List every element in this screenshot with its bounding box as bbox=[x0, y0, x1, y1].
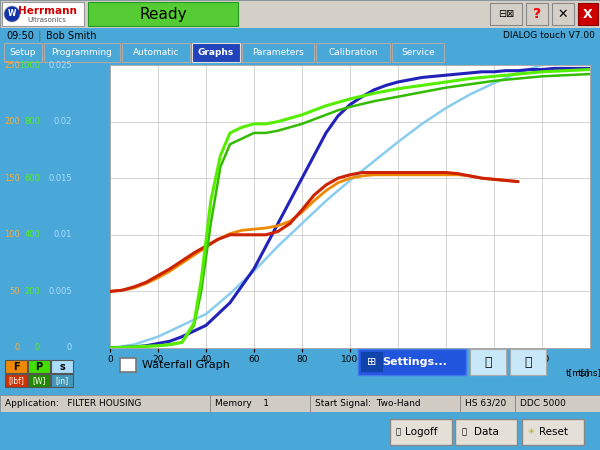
Text: ✕: ✕ bbox=[558, 8, 568, 21]
Text: [lbf]: [lbf] bbox=[8, 376, 24, 385]
Text: 200: 200 bbox=[24, 287, 40, 296]
Text: Data: Data bbox=[473, 427, 499, 437]
Text: 0: 0 bbox=[35, 343, 40, 352]
Text: Waterfall Graph: Waterfall Graph bbox=[142, 360, 230, 370]
Text: Parameters: Parameters bbox=[252, 48, 304, 57]
Text: Herrmann: Herrmann bbox=[17, 6, 76, 16]
Bar bbox=[490, 3, 522, 25]
Bar bbox=[5, 374, 27, 387]
Text: HS 63/20: HS 63/20 bbox=[465, 399, 506, 408]
Text: Service: Service bbox=[401, 48, 435, 57]
Bar bbox=[316, 43, 390, 62]
Text: 0.005: 0.005 bbox=[49, 287, 72, 296]
Text: DDC 5000: DDC 5000 bbox=[520, 399, 566, 408]
Text: 100: 100 bbox=[4, 230, 20, 239]
Text: 09:50: 09:50 bbox=[6, 31, 34, 41]
Bar bbox=[0, 28, 600, 43]
Text: 800: 800 bbox=[24, 117, 40, 126]
Text: 0.02: 0.02 bbox=[53, 117, 72, 126]
Text: Ready: Ready bbox=[139, 6, 187, 22]
Text: 📄: 📄 bbox=[462, 428, 467, 436]
Bar bbox=[522, 419, 584, 445]
Bar bbox=[390, 419, 452, 445]
Text: 📷: 📷 bbox=[484, 356, 492, 369]
Text: Automatic: Automatic bbox=[133, 48, 179, 57]
Text: [in]: [in] bbox=[55, 376, 68, 385]
Text: Graphs: Graphs bbox=[198, 48, 234, 57]
Bar bbox=[44, 43, 120, 62]
Text: 0.01: 0.01 bbox=[53, 230, 72, 239]
Text: 150: 150 bbox=[4, 174, 20, 183]
Text: 0: 0 bbox=[67, 343, 72, 352]
Text: |: | bbox=[38, 31, 41, 41]
Text: 0.025: 0.025 bbox=[49, 60, 72, 69]
Bar bbox=[455, 419, 517, 445]
Text: ✳: ✳ bbox=[527, 428, 534, 436]
Text: Programming: Programming bbox=[52, 48, 112, 57]
Text: Memory    1: Memory 1 bbox=[215, 399, 269, 408]
Text: F: F bbox=[13, 361, 19, 372]
Bar bbox=[122, 43, 190, 62]
Text: Start Signal:  Two-Hand: Start Signal: Two-Hand bbox=[315, 399, 421, 408]
Bar bbox=[526, 3, 548, 25]
Bar bbox=[0, 395, 600, 412]
Text: ?: ? bbox=[533, 7, 541, 21]
Text: 1000: 1000 bbox=[19, 60, 40, 69]
Bar bbox=[192, 43, 240, 62]
Text: 250: 250 bbox=[4, 60, 20, 69]
Text: t[ms]: t[ms] bbox=[578, 369, 600, 378]
Text: 0: 0 bbox=[15, 343, 20, 352]
Text: Calibration: Calibration bbox=[328, 48, 378, 57]
Bar bbox=[2, 2, 84, 26]
Bar bbox=[28, 374, 50, 387]
Text: 🖨: 🖨 bbox=[524, 356, 532, 369]
Text: s: s bbox=[59, 361, 65, 372]
Text: DIALOG touch V7.00: DIALOG touch V7.00 bbox=[503, 32, 595, 40]
Bar bbox=[552, 3, 574, 25]
Text: 200: 200 bbox=[4, 117, 20, 126]
Bar bbox=[28, 360, 50, 373]
Text: ⊟⊠: ⊟⊠ bbox=[498, 9, 514, 19]
Bar bbox=[4, 43, 42, 62]
Bar bbox=[51, 360, 73, 373]
Text: 50: 50 bbox=[10, 287, 20, 296]
Bar bbox=[578, 3, 598, 25]
Text: Ultrasonics: Ultrasonics bbox=[28, 17, 67, 23]
Text: X: X bbox=[583, 8, 593, 21]
Bar bbox=[120, 358, 136, 372]
Text: Bob Smith: Bob Smith bbox=[46, 31, 97, 41]
Circle shape bbox=[4, 6, 20, 22]
Bar bbox=[51, 374, 73, 387]
Bar bbox=[242, 43, 314, 62]
Text: 0.015: 0.015 bbox=[49, 174, 72, 183]
Text: 600: 600 bbox=[24, 174, 40, 183]
Text: [W]: [W] bbox=[32, 376, 46, 385]
Bar bbox=[0, 412, 600, 450]
Text: t[ms]: t[ms] bbox=[566, 368, 590, 377]
Bar bbox=[88, 2, 238, 26]
Text: W: W bbox=[8, 9, 16, 18]
Bar bbox=[358, 349, 466, 375]
Text: Logoff: Logoff bbox=[405, 427, 437, 437]
Text: Application:   FILTER HOUSING: Application: FILTER HOUSING bbox=[5, 399, 142, 408]
Text: Settings...: Settings... bbox=[383, 357, 448, 367]
Text: Setup: Setup bbox=[10, 48, 36, 57]
Text: ⊞: ⊞ bbox=[367, 357, 377, 367]
Text: 400: 400 bbox=[24, 230, 40, 239]
Bar bbox=[0, 0, 600, 28]
Bar bbox=[510, 349, 546, 375]
Text: 🔓: 🔓 bbox=[396, 428, 401, 436]
Bar bbox=[5, 360, 27, 373]
Bar bbox=[361, 352, 383, 372]
Text: P: P bbox=[35, 361, 43, 372]
Text: Reset: Reset bbox=[539, 427, 568, 437]
Bar bbox=[470, 349, 506, 375]
Bar bbox=[392, 43, 444, 62]
